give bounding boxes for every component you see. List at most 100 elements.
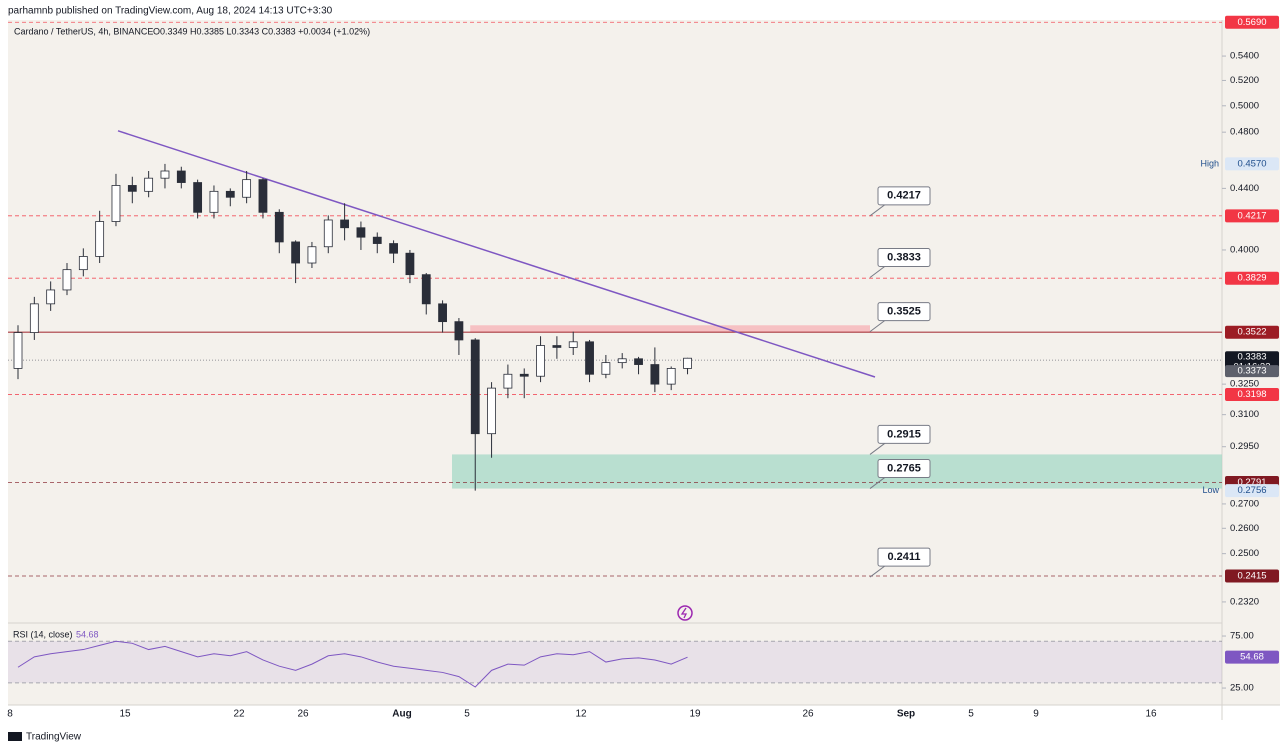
y-tick-label: 0.2950 [1230,441,1259,452]
y-tick-label: 25.00 [1230,683,1254,694]
high_mark: 0.4570 [1237,158,1266,169]
chart-title: Cardano / TetherUS, 4h, BINANCE [14,26,153,36]
callout-label: 0.4217 [887,190,921,202]
callout-label: 0.2765 [887,462,921,474]
candle-body [356,227,366,238]
candle-body [62,269,72,291]
y-tick-label: 0.2600 [1230,523,1259,534]
candle-body [389,243,398,254]
brand: TradingView [26,732,82,743]
price-tag-bg [1225,569,1279,583]
callout-box [877,459,931,479]
price-tag: 0.4217 [1237,210,1266,221]
candle-body [160,170,170,179]
callout-box [877,302,931,322]
published-note: parhamnb published on TradingView.com, A… [8,6,333,17]
price-tag-bg [1225,271,1279,285]
y-tick-label: 0.5400 [1230,51,1259,62]
y-tick-label: 0.2700 [1230,498,1259,509]
logo [8,732,22,741]
rsi-title: RSI (14, close) [13,629,73,639]
candle-body [454,321,464,341]
x-tick-label: 8 [7,709,13,720]
callout-label: 0.2915 [887,428,921,440]
price-tag-bg [1225,15,1279,29]
candle-body [323,219,333,248]
y-tick-label: 0.3250 [1230,379,1259,390]
candle-body [438,303,447,323]
x-tick-label: 5 [968,709,974,720]
x-tick-label: Sep [897,709,915,720]
candle-body [617,358,627,364]
x-tick-label: 26 [297,709,309,720]
candle-body [585,341,594,375]
x-tick-label: Aug [392,709,411,720]
price-tag: 0.2791 [1237,477,1266,488]
candle-body [405,252,415,276]
rsi-line [17,640,688,688]
callout-box [877,424,931,444]
price-tag: 0.3829 [1237,273,1266,284]
rsi-band [8,641,1222,683]
candle-body [29,303,39,333]
x-tick-label: 12 [575,709,587,720]
event-icon-bolt [680,607,688,619]
candle-body [552,345,562,348]
x-tick-label: 19 [689,709,701,720]
candle-body [95,221,105,257]
y-tick-label: 75.00 [1230,631,1254,642]
candle-body [46,289,56,305]
price-tag-bg [1225,365,1279,378]
y-tick-label: 0.4400 [1230,183,1259,194]
candle-body [372,236,382,244]
y-tick-label: 0.4800 [1230,127,1259,138]
candle-body [421,274,431,305]
candle-body [176,170,186,183]
candle-body [258,179,268,213]
candle-body [307,246,317,264]
candle-body [340,219,350,229]
ohlc: O0.3349 H0.3385 L0.3343 C0.3383 +0.0034 … [153,26,370,36]
callout-label: 0.3833 [887,251,921,263]
x-tick-label: 15 [119,709,131,720]
rsi-last-label: 54.68 [1240,652,1264,663]
callout-label: 0.2411 [887,551,920,563]
trendline [117,130,876,378]
low_mark-bg [1225,484,1279,498]
low_mark-name: Low [1202,485,1219,495]
candle-body [144,177,154,192]
last-price: 0.3383 [1237,352,1266,363]
support-zone [452,454,1222,489]
candle-body [13,332,23,369]
candle-body [193,182,203,213]
candle-body [274,211,284,243]
price-tag-bg [1225,325,1279,339]
candle-body [666,368,676,385]
callout-box [877,547,931,567]
x-tick-label: 16 [1145,709,1157,720]
candle-body [470,339,480,435]
rsi-last-bg [1225,650,1279,664]
candle-body [634,358,643,365]
candle-body [683,357,692,369]
low_mark: 0.2756 [1237,485,1266,496]
candle-body [601,362,611,375]
event-icon[interactable] [677,605,693,621]
candle-body [209,190,219,213]
price-tag: 0.5690 [1237,17,1266,28]
candle-body [503,373,513,389]
candle-body [127,185,137,192]
price-tag-bg [1225,209,1279,223]
candle-body [78,256,88,271]
x-tick-label: 9 [1033,709,1039,720]
y-tick-label: 0.5000 [1230,100,1259,111]
x-tick-label: 22 [233,709,245,720]
high_mark-name: High [1200,158,1219,168]
candle-body [487,387,496,435]
price-tag-bg [1225,388,1279,402]
candle-body [291,241,301,264]
price-tag: 0.3373 [1237,366,1266,377]
y-tick-label: 0.3100 [1230,409,1259,420]
price-tag: 0.3522 [1237,327,1266,338]
